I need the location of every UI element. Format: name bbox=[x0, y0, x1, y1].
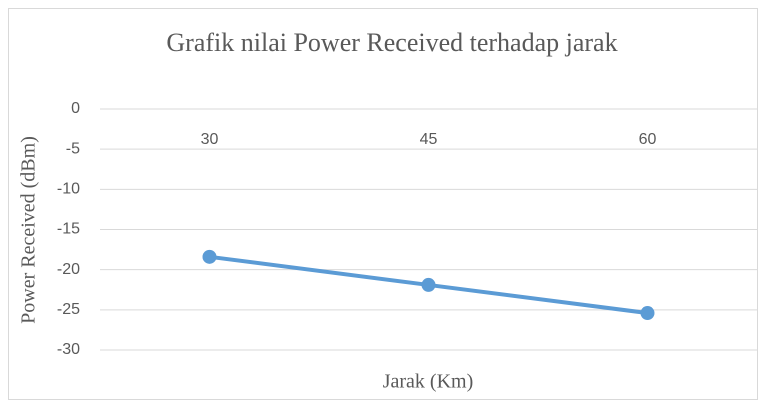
y-tick-label: -15 bbox=[57, 221, 80, 238]
x-axis-label: Jarak (Km) bbox=[383, 371, 474, 393]
y-axis-label: Power Received (dBm) bbox=[18, 136, 40, 324]
y-tick-label: -30 bbox=[57, 341, 80, 358]
y-tick-label: 0 bbox=[71, 100, 80, 117]
y-tick-label: -20 bbox=[57, 261, 80, 278]
y-tick-label: -25 bbox=[57, 301, 80, 318]
x-tick-label: 45 bbox=[420, 131, 438, 148]
data-point bbox=[421, 277, 436, 292]
y-tick-label: -10 bbox=[57, 181, 80, 198]
chart-title: Grafik nilai Power Received terhadap jar… bbox=[166, 28, 617, 57]
chart-frame bbox=[8, 8, 758, 400]
x-tick-label: 60 bbox=[639, 131, 657, 148]
data-point bbox=[202, 249, 217, 264]
data-point bbox=[640, 306, 655, 321]
y-tick-label: -5 bbox=[66, 140, 80, 157]
x-tick-label: 30 bbox=[201, 131, 219, 148]
